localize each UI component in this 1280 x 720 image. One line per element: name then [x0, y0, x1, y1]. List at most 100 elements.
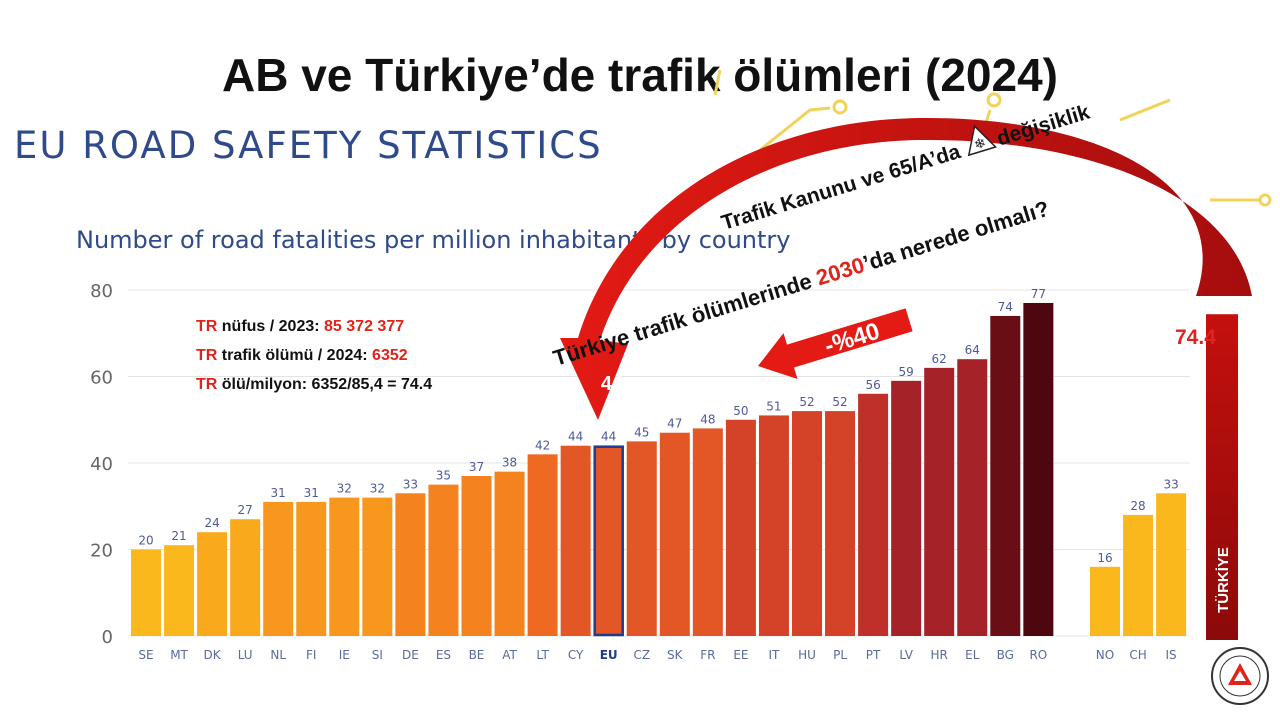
bar-cy	[560, 445, 591, 636]
bar-value-label: 51	[766, 399, 781, 413]
bars: 20 SE 21 MT 24 DK 27 LU 31 NL 31 FI 32 IE 32 SI 33 DE 35 ES…	[131, 287, 1054, 662]
bar-dk	[197, 532, 228, 636]
bar-pt	[858, 393, 889, 636]
bar-value-label: 32	[370, 482, 385, 496]
x-tick-label: ES	[436, 648, 451, 662]
y-tick-label: 80	[90, 281, 113, 302]
reduction-arrow	[758, 308, 913, 380]
bar-it	[758, 415, 789, 636]
x-tick-label: IE	[339, 648, 350, 662]
y-tick-label: 40	[90, 454, 113, 475]
bar-value-label: 31	[271, 486, 286, 500]
y-tick-label: 20	[90, 541, 113, 562]
bar-value-label: 47	[667, 417, 682, 431]
x-tick-label: FI	[306, 648, 316, 662]
bar-de	[395, 493, 426, 636]
info-tr-label: TR	[196, 376, 218, 393]
bar-value-label: 44	[568, 430, 583, 444]
x-tick-label: MT	[170, 648, 188, 662]
bar-value-label: 16	[1097, 551, 1112, 565]
x-tick-label: LU	[238, 648, 253, 662]
bar-hu	[792, 411, 822, 636]
bar-fi	[296, 501, 327, 636]
x-tick-label: CZ	[633, 648, 650, 662]
bar-value-label: 52	[832, 395, 847, 409]
turkey-bar-label: TÜRKİYE	[1215, 547, 1232, 613]
turkey-bar	[1206, 314, 1238, 640]
bar-value-label: 74	[998, 300, 1013, 314]
bar-sk	[659, 432, 690, 636]
y-tick-label: 0	[102, 627, 113, 648]
bar-ch	[1123, 514, 1154, 636]
bar-is	[1156, 493, 1187, 636]
bar-hr	[924, 367, 955, 636]
x-tick-label: AT	[502, 648, 517, 662]
info-deaths-text: trafik ölümü / 2024:	[217, 347, 373, 364]
question-suffix: ’da nerede olmalı?	[860, 196, 1052, 276]
bar-value-label: 33	[1163, 477, 1178, 491]
non-eu-bars: 16 NO 28 CH 33 IS	[1090, 477, 1187, 662]
info-rate-text: ölü/milyon: 6352/85,4 = 74.4	[217, 376, 433, 393]
x-tick-label: IT	[769, 648, 781, 662]
info-population-value: 85 372 377	[324, 318, 405, 335]
info-tr-label: TR	[196, 318, 218, 335]
info-line-deaths: TR trafik ölümü / 2024: 6352	[196, 347, 408, 365]
bar-value-label: 44	[601, 430, 616, 444]
bar-value-label: 59	[899, 365, 914, 379]
bar-value-label: 24	[204, 516, 219, 530]
bar-eu-outline	[593, 445, 624, 637]
x-tick-label: PL	[833, 648, 847, 662]
eu-road-safety-title: EU ROAD SAFETY STATISTICS	[14, 124, 603, 167]
bar-at	[494, 471, 525, 636]
bar-value-label: 37	[469, 460, 484, 474]
reduction-label: -%40	[821, 318, 882, 360]
y-axis-ticks: 0 20 40 60 80	[90, 281, 113, 648]
bar-mt	[164, 545, 195, 636]
bar-value-label: 33	[403, 477, 418, 491]
bar-ro	[1023, 302, 1054, 636]
x-tick-label: CH	[1129, 648, 1146, 662]
bar-lu	[230, 519, 261, 636]
organization-seal-logo	[1211, 647, 1269, 705]
bar-be	[461, 475, 492, 636]
bar-value-label: 42	[535, 438, 550, 452]
chart-title: Number of road fatalities per million in…	[76, 226, 791, 254]
x-tick-label: FR	[700, 648, 715, 662]
x-tick-label: PT	[866, 648, 881, 662]
bar-value-label: 77	[1031, 287, 1046, 301]
x-tick-label: SE	[138, 648, 153, 662]
turkey-value: 74.4	[1175, 326, 1216, 349]
bar-ee	[725, 419, 756, 636]
reduction-arrow-group: -%40	[758, 308, 913, 380]
bar-value-label: 62	[932, 352, 947, 366]
x-tick-label: EL	[965, 648, 980, 662]
bar-value-label: 31	[304, 486, 319, 500]
bar-value-label: 48	[700, 412, 715, 426]
question-year: 2030	[813, 252, 867, 290]
snowflake-warning-icon: ❄	[967, 124, 998, 157]
bar-value-label: 45	[634, 425, 649, 439]
info-population-text: nüfus / 2023:	[217, 318, 325, 335]
x-tick-label: LV	[899, 648, 913, 662]
x-tick-label: LT	[536, 648, 549, 662]
bar-value-label: 27	[238, 503, 253, 517]
svg-text:❄: ❄	[972, 135, 988, 154]
bar-cz	[626, 441, 657, 636]
info-deaths-value: 6352	[372, 347, 408, 364]
x-tick-label: EE	[733, 648, 748, 662]
bar-el	[957, 359, 988, 636]
bar-no	[1090, 566, 1120, 636]
bar-es	[428, 484, 459, 636]
bar-value-label: 32	[337, 482, 352, 496]
x-tick-label: HR	[931, 648, 948, 662]
x-tick-label: IS	[1166, 648, 1177, 662]
bar-value-label: 52	[799, 395, 814, 409]
bar-value-label: 28	[1130, 499, 1145, 513]
x-tick-label: NL	[270, 648, 286, 662]
bar-value-label: 50	[733, 404, 748, 418]
bar-value-label: 21	[171, 529, 186, 543]
info-line-rate: TR ölü/milyon: 6352/85,4 = 74.4	[196, 376, 432, 394]
x-tick-label: EU	[600, 648, 618, 662]
bar-nl	[263, 501, 294, 636]
